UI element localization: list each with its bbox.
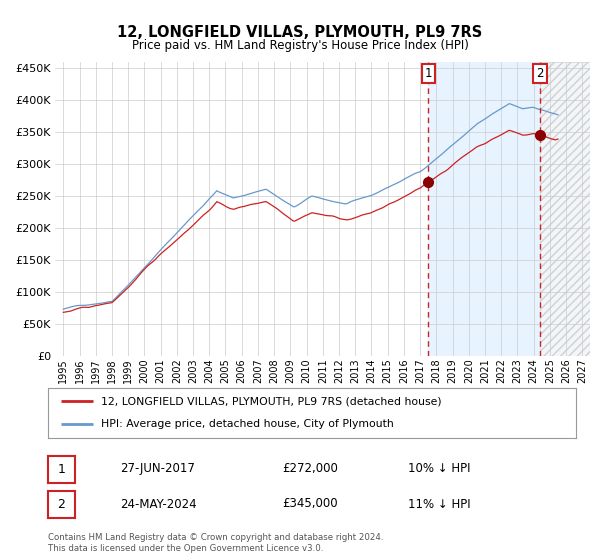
Text: 11% ↓ HPI: 11% ↓ HPI bbox=[408, 497, 470, 511]
Bar bbox=[540, 62, 590, 356]
Text: Price paid vs. HM Land Registry's House Price Index (HPI): Price paid vs. HM Land Registry's House … bbox=[131, 39, 469, 53]
Text: 1: 1 bbox=[58, 463, 65, 476]
Text: Contains HM Land Registry data © Crown copyright and database right 2024.
This d: Contains HM Land Registry data © Crown c… bbox=[48, 533, 383, 553]
Text: HPI: Average price, detached house, City of Plymouth: HPI: Average price, detached house, City… bbox=[101, 419, 394, 430]
Bar bbox=[428, 62, 540, 356]
Text: 12, LONGFIELD VILLAS, PLYMOUTH, PL9 7RS (detached house): 12, LONGFIELD VILLAS, PLYMOUTH, PL9 7RS … bbox=[101, 396, 442, 406]
Text: £272,000: £272,000 bbox=[282, 462, 338, 475]
Text: 1: 1 bbox=[424, 67, 432, 80]
Text: £345,000: £345,000 bbox=[282, 497, 338, 511]
Text: 24-MAY-2024: 24-MAY-2024 bbox=[120, 497, 197, 511]
Text: 27-JUN-2017: 27-JUN-2017 bbox=[120, 462, 195, 475]
Text: 2: 2 bbox=[58, 498, 65, 511]
Text: 10% ↓ HPI: 10% ↓ HPI bbox=[408, 462, 470, 475]
Text: 2: 2 bbox=[536, 67, 544, 80]
Text: 12, LONGFIELD VILLAS, PLYMOUTH, PL9 7RS: 12, LONGFIELD VILLAS, PLYMOUTH, PL9 7RS bbox=[118, 25, 482, 40]
